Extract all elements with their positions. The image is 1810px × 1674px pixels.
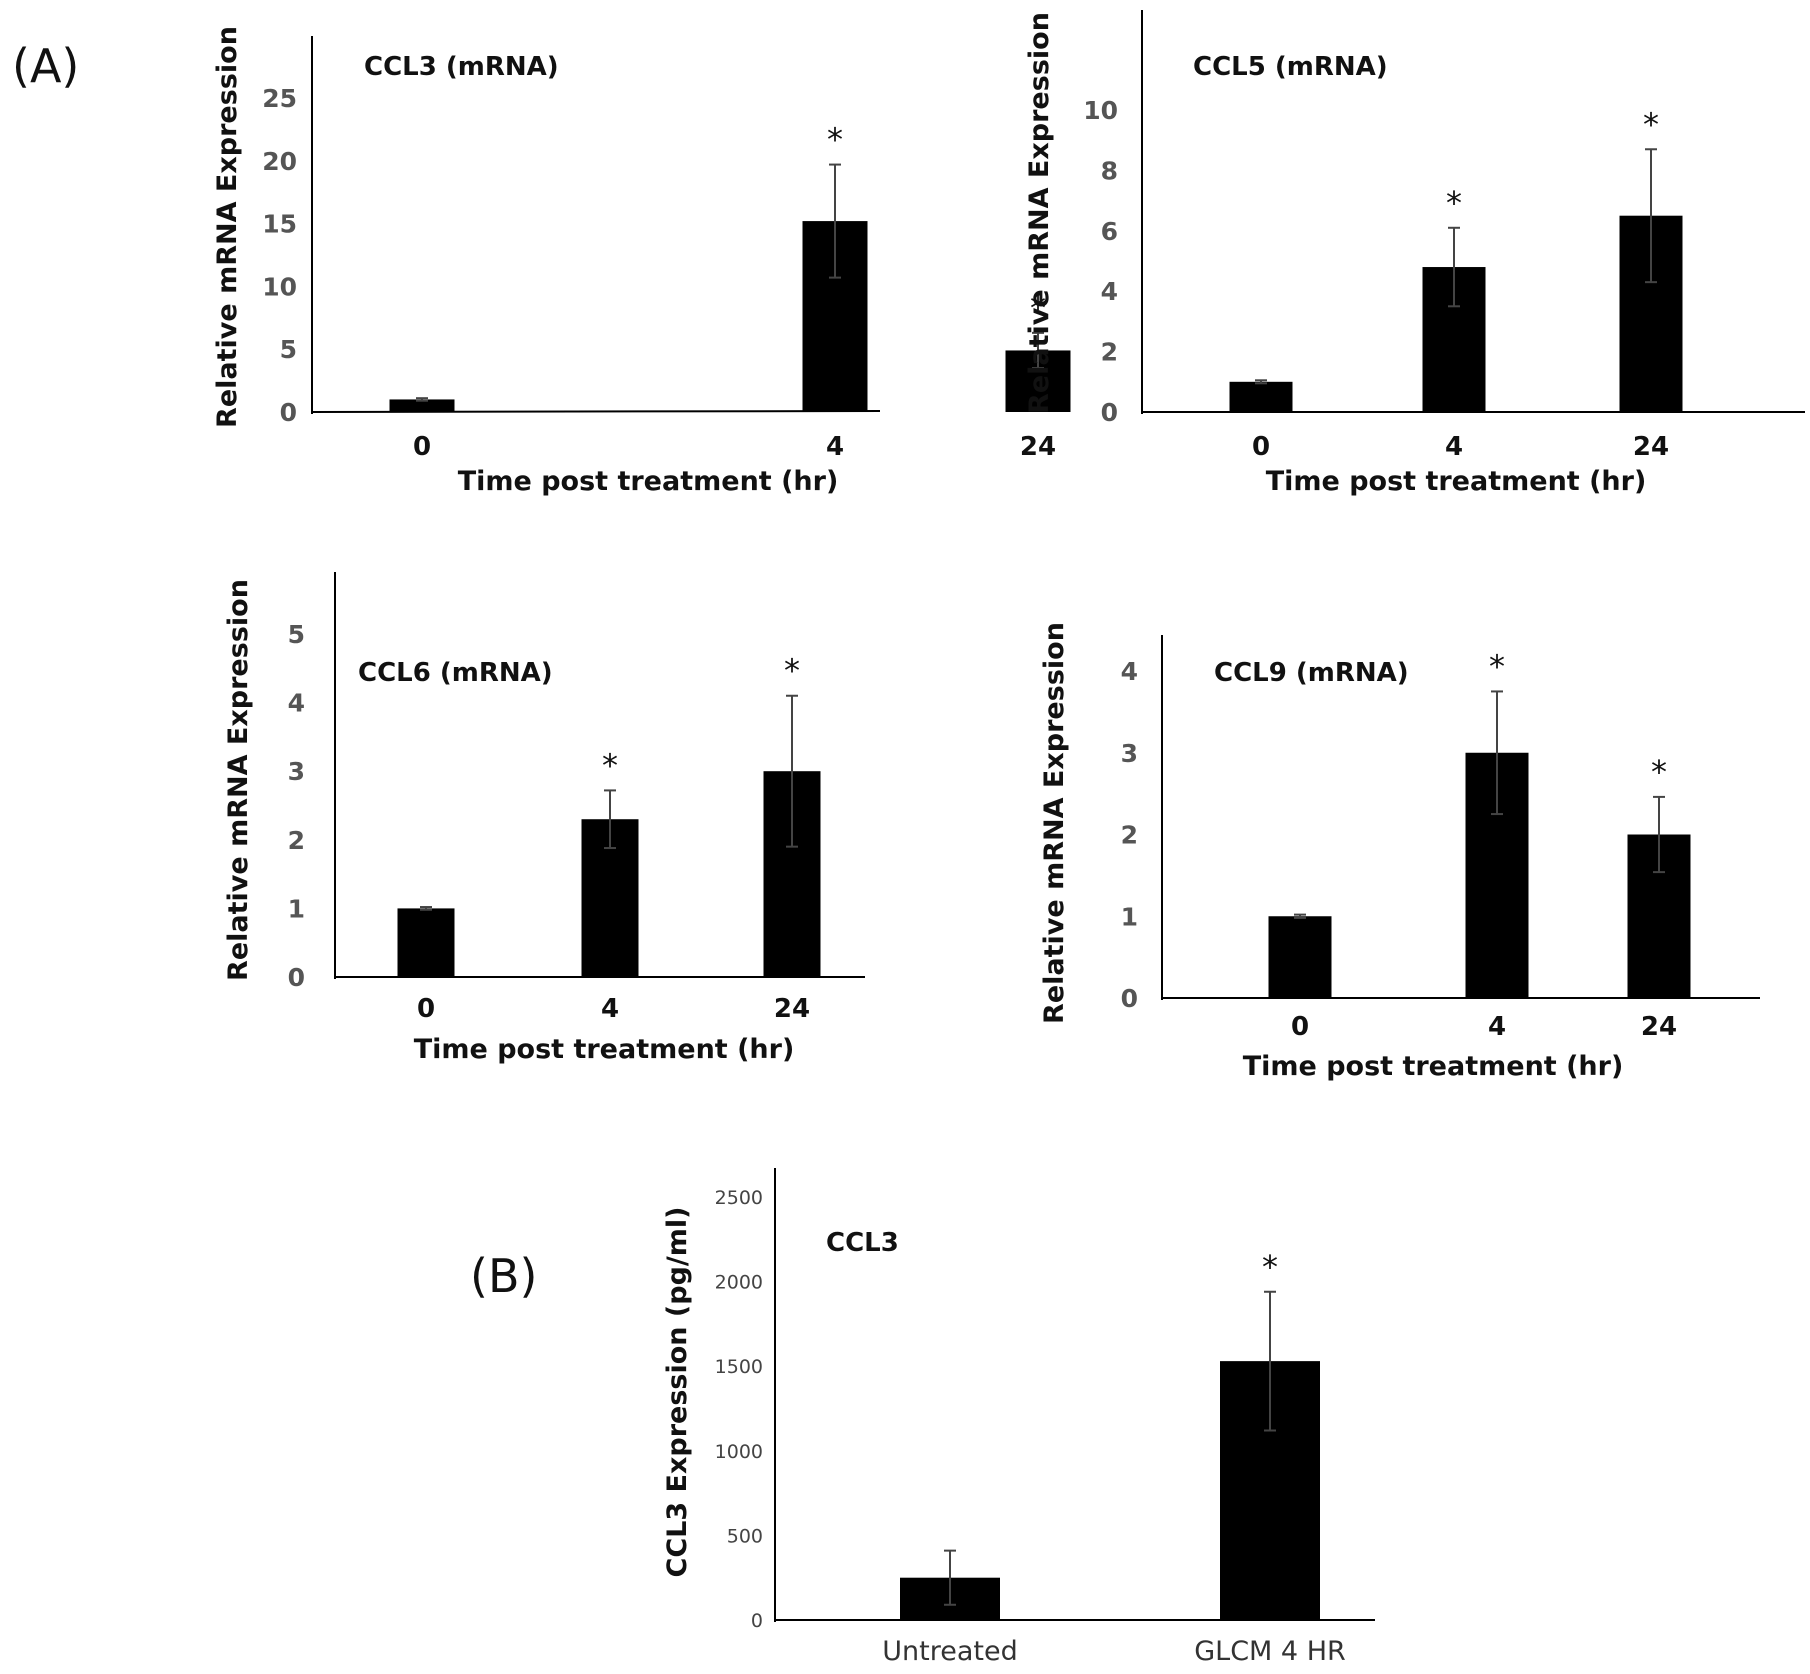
x-tick-label: 0 <box>1252 432 1270 462</box>
x-tick-label: 4 <box>826 432 844 462</box>
x-tick-label: 24 <box>1641 1012 1677 1042</box>
chart-title: CCL3 (mRNA) <box>364 52 559 82</box>
y-axis-title: Relative mRNA Expression <box>1039 622 1070 1024</box>
chart-title: CCL9 (mRNA) <box>1214 658 1409 688</box>
y-axis-title: Relative mRNA Expression <box>212 26 243 428</box>
y-tick-label: 0 <box>1101 398 1118 427</box>
panel-label-b: (B) <box>470 1249 537 1303</box>
x-axis-title: Time post treatment (hr) <box>458 466 839 497</box>
x-axis-title: Time post treatment (hr) <box>1243 1051 1624 1082</box>
significance-star: * <box>602 746 618 784</box>
significance-star: * <box>1446 184 1462 222</box>
x-tick-label: 4 <box>1445 432 1463 462</box>
y-tick-label: 2000 <box>715 1272 763 1294</box>
x-tick-label: 0 <box>1291 1012 1309 1042</box>
x-tick-label: 4 <box>1488 1012 1506 1042</box>
significance-star: * <box>827 121 843 159</box>
x-tick-label: 0 <box>413 432 431 462</box>
x-tick-label: 24 <box>1020 432 1056 462</box>
y-tick-label: 1 <box>1121 902 1138 931</box>
y-tick-label: 0 <box>751 1610 763 1632</box>
y-tick-label: 1 <box>288 894 305 923</box>
bar <box>1268 916 1332 998</box>
x-tick-label: 24 <box>774 994 810 1024</box>
chart-title: CCL6 (mRNA) <box>358 658 553 688</box>
y-tick-label: 0 <box>1121 984 1138 1013</box>
y-tick-label: 2500 <box>715 1187 763 1209</box>
significance-star: * <box>1030 289 1046 327</box>
y-tick-label: 4 <box>1101 277 1118 306</box>
y-tick-label: 3 <box>1121 739 1138 768</box>
chart-ccl3-mrna: 0 5 10 15 20 25 0 4 * 24 * CCL3 (mRNA) Relative mRNA… <box>212 26 1071 497</box>
significance-star: * <box>1262 1248 1278 1286</box>
y-tick-label: 2 <box>288 826 305 855</box>
y-tick-label: 500 <box>727 1525 763 1547</box>
y-tick-label: 1000 <box>715 1441 763 1463</box>
chart-title: CCL5 (mRNA) <box>1193 52 1388 82</box>
bar <box>397 908 455 977</box>
x-tick-label: GLCM 4 HR <box>1194 1636 1346 1667</box>
y-tick-label: 8 <box>1101 156 1118 185</box>
x-axis-title: Time post treatment (hr) <box>1266 466 1647 497</box>
y-tick-label: 1500 <box>715 1356 763 1378</box>
y-tick-label: 4 <box>288 689 305 718</box>
chart-ccl9-mrna: 0 1 2 3 4 0 4 * 24 * CCL9 (mRNA) Relative mRNA Expr… <box>1039 622 1760 1082</box>
y-tick-label: 15 <box>262 210 297 239</box>
y-tick-label: 2 <box>1121 821 1138 850</box>
x-tick-label: 0 <box>417 994 435 1024</box>
y-tick-label: 4 <box>1121 657 1138 686</box>
significance-star: * <box>1651 753 1667 791</box>
bar <box>1229 381 1293 412</box>
y-tick-label: 3 <box>288 757 305 786</box>
y-tick-label: 0 <box>288 963 305 992</box>
y-tick-label: 5 <box>288 620 305 649</box>
y-tick-label: 5 <box>280 335 297 364</box>
chart-title: CCL3 <box>826 1228 899 1258</box>
x-axis-title: Time post treatment (hr) <box>414 1034 795 1065</box>
x-tick-label: Untreated <box>882 1636 1017 1667</box>
y-tick-label: 0 <box>280 398 297 427</box>
chart-ccl6-mrna: 0 1 2 3 4 5 0 4 * 24 * CCL6 (mRNA) Relative mRNA Exp… <box>223 572 865 1065</box>
y-tick-label: 10 <box>262 272 297 301</box>
y-tick-label: 2 <box>1101 338 1118 367</box>
significance-star: * <box>1643 105 1659 143</box>
y-tick-label: 10 <box>1083 96 1118 125</box>
significance-star: * <box>1489 647 1505 685</box>
panel-label-a: (A) <box>12 39 79 93</box>
y-axis-title: Relative mRNA Expression <box>1024 12 1055 414</box>
y-tick-label: 20 <box>262 147 297 176</box>
bar <box>389 399 455 412</box>
y-tick-label: 25 <box>262 84 297 113</box>
y-axis-title: Relative mRNA Expression <box>223 579 254 981</box>
significance-star: * <box>784 652 800 690</box>
x-tick-label: 24 <box>1633 432 1669 462</box>
chart-ccl3-protein: 0 500 1000 1500 2000 2500 Untreated GLCM 4 HR * C… <box>662 1168 1375 1667</box>
y-tick-label: 6 <box>1101 217 1118 246</box>
x-tick-label: 4 <box>601 994 619 1024</box>
y-axis-title: CCL3 Expression (pg/ml) <box>662 1207 693 1578</box>
